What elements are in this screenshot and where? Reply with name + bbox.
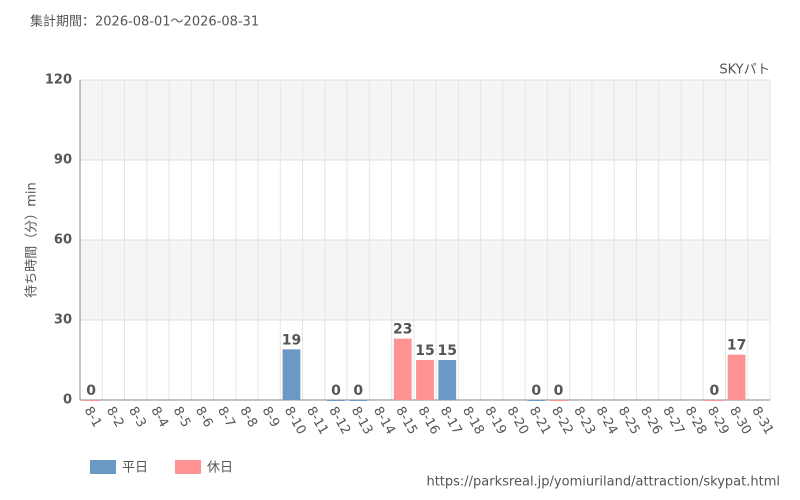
x-tick-label: 8-22 [548,404,576,437]
y-tick-label: 0 [63,393,72,408]
data-label: 0 [554,383,564,399]
y-tick-label: 60 [54,233,72,248]
data-label: 0 [531,383,541,399]
legend-label: 平日 [122,461,148,476]
legend-swatch [175,460,201,474]
chart-subtitle: SKYパト [719,63,770,78]
x-tick-label: 8-25 [615,404,643,437]
x-tick-label: 8-1 [81,404,105,430]
x-tick-label: 8-20 [504,404,532,437]
x-tick-label: 8-24 [593,404,621,437]
x-tick-label: 8-6 [192,404,216,430]
data-label: 0 [353,383,363,399]
x-tick-label: 8-11 [303,404,331,437]
x-tick-label: 8-26 [637,404,665,437]
x-tick-label: 8-9 [259,404,283,430]
x-tick-label: 8-7 [214,404,238,430]
x-tick-label: 8-31 [748,404,776,437]
x-tick-label: 8-13 [348,404,376,437]
bar [705,400,724,401]
x-tick-label: 8-12 [325,404,353,437]
bar [549,400,568,401]
x-tick-label: 8-4 [147,404,171,430]
grid-band [80,80,770,160]
x-tick-label: 8-14 [370,404,398,437]
bar [393,338,412,400]
bar [416,360,434,400]
bar [727,354,746,400]
x-tick-label: 8-5 [170,404,194,430]
legend-swatch [90,460,116,474]
x-tick-label: 8-17 [437,404,465,437]
data-label: 15 [438,343,457,359]
legend-label: 休日 [207,461,233,476]
data-label: 23 [393,322,412,338]
x-tick-label: 8-23 [570,404,598,437]
x-tick-label: 8-28 [682,404,710,437]
x-tick-label: 8-2 [103,404,127,430]
x-tick-label: 8-29 [704,404,732,437]
bar [282,349,301,400]
data-label: 0 [86,383,96,399]
data-label: 0 [331,383,341,399]
x-tick-label: 8-3 [125,404,149,430]
y-tick-label: 30 [54,313,72,328]
x-tick-label: 8-19 [481,404,509,437]
bar [438,360,457,400]
x-tick-label: 8-30 [726,404,754,437]
x-tick-label: 8-21 [526,404,554,437]
bar [327,400,345,401]
data-label: 17 [727,338,746,354]
chart-title: 集計期間：2026-08-01〜2026-08-31 [30,14,259,30]
bar [527,400,546,401]
x-tick-label: 8-10 [281,404,309,437]
x-tick-label: 8-18 [459,404,487,437]
y-axis-label: 待ち時間（分）min [25,182,40,298]
source-url: https://parksreal.jp/yomiuriland/attract… [426,475,780,490]
x-tick-label: 8-16 [415,404,443,437]
x-tick-label: 8-8 [236,404,260,430]
y-tick-label: 90 [54,153,72,168]
bar [82,400,101,401]
x-tick-label: 8-27 [659,404,687,437]
data-label: 15 [415,343,434,359]
x-tick-label: 8-15 [392,404,420,437]
data-label: 0 [709,383,719,399]
data-label: 19 [282,332,301,348]
y-tick-label: 120 [45,73,72,88]
bar [349,400,368,401]
grid-band [80,240,770,320]
